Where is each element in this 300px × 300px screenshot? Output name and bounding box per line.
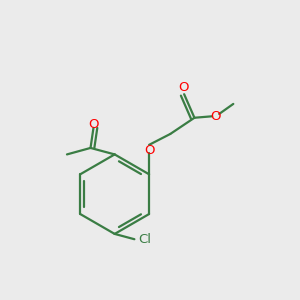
Text: Cl: Cl — [138, 233, 151, 246]
Text: O: O — [210, 110, 221, 123]
Text: O: O — [178, 81, 189, 94]
Text: O: O — [144, 144, 154, 157]
Text: O: O — [88, 118, 99, 131]
